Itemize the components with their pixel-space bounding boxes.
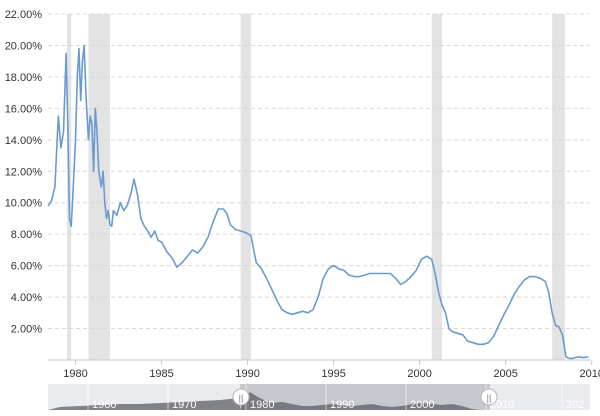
x-tick-label: 2005 [493, 368, 517, 380]
navigator-tick-label: 1980 [250, 399, 274, 411]
x-tick-label: 1980 [63, 368, 87, 380]
navigator-tick-label: 1990 [330, 399, 354, 411]
recession-band [431, 14, 443, 360]
x-tick-label: 2000 [407, 368, 431, 380]
y-tick-label: 16.00% [5, 103, 43, 115]
y-gridlines [48, 13, 590, 330]
range-navigator[interactable]: 1960 1970 1980 1990 2000 2010 202 || || [48, 384, 590, 411]
navigator-right-handle[interactable]: || [480, 388, 498, 406]
y-tick-label: 2.00% [11, 324, 42, 336]
y-tick-label: 6.00% [11, 261, 42, 273]
series-layer [47, 44, 589, 360]
x-tick-label: 1990 [235, 368, 259, 380]
handle-grip-right-icon: || [487, 393, 492, 403]
x-tick-label: 1995 [321, 368, 345, 380]
navigator-tick-label: 202 [566, 399, 584, 411]
navigator-tick-label: 2010 [490, 399, 514, 411]
navigator-series-area [240, 392, 480, 410]
navigator-tick-label: 1970 [172, 399, 196, 411]
x-tick-label: 2010 [579, 368, 600, 380]
recession-band [88, 14, 110, 360]
y-axis: 2.00% 4.00% 6.00% 8.00% 10.00% 12.00% 14.00% 16… [5, 9, 43, 336]
handle-grip-left-icon: || [239, 393, 244, 403]
navigator-series-area-left [48, 398, 240, 410]
y-tick-label: 10.00% [5, 198, 43, 210]
y-tick-label: 4.00% [11, 292, 42, 304]
recession-band [240, 14, 252, 360]
navigator-ticks: 1960 1970 1980 1990 2000 2010 202 [87, 384, 584, 411]
series-line [47, 44, 589, 360]
x-tick-label: 1985 [149, 368, 173, 380]
y-tick-label: 14.00% [5, 135, 43, 147]
y-tick-label: 20.00% [5, 40, 43, 52]
recession-bands [66, 14, 566, 360]
x-axis: 1980 1985 1990 1995 2000 2005 2010 [63, 360, 600, 380]
navigator-tick-label: 2000 [410, 399, 434, 411]
navigator-left-handle[interactable]: || [232, 388, 250, 406]
y-tick-label: 8.00% [11, 229, 42, 241]
navigator-tick-label: 1960 [92, 399, 116, 411]
y-tick-label: 18.00% [5, 72, 43, 84]
y-tick-label: 22.00% [5, 9, 43, 21]
y-tick-label: 12.00% [5, 166, 43, 178]
recession-band [552, 14, 566, 360]
